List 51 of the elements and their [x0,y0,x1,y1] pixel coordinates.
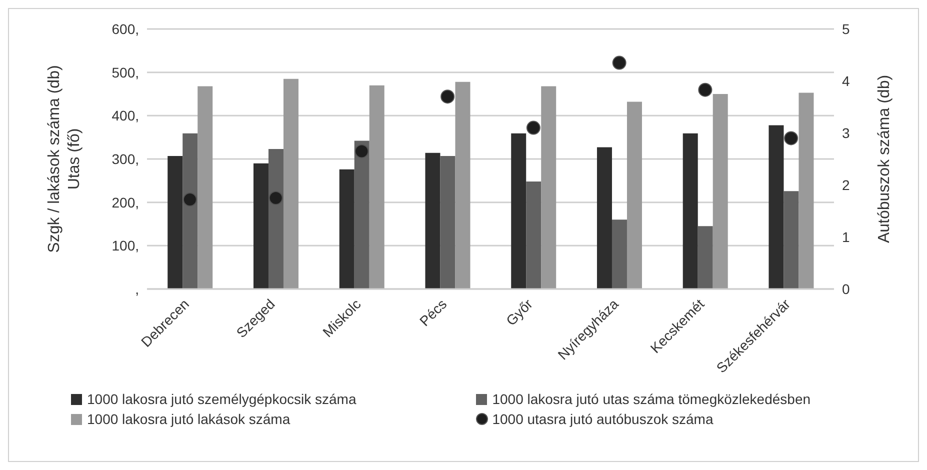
y2-tick-label: 1 [842,228,850,245]
bar [698,226,713,289]
bar [253,163,268,289]
point [612,56,626,70]
y-tick-label: 300, [112,150,139,167]
legend-label: 1000 lakosra jutó utas száma tömegközlekedésben [492,391,811,407]
point [354,144,369,158]
y2-tick-label: 5 [842,20,850,37]
bar [526,182,542,289]
bar [425,152,440,289]
legend-label: 1000 lakosra jutó lakások száma [87,411,290,427]
bar [168,156,183,289]
y2-tick-label: 4 [842,72,850,89]
point [182,192,197,207]
point [440,90,455,104]
bar [455,82,470,289]
bar [612,220,627,289]
bar [198,86,213,289]
bar [268,149,284,289]
bar [511,133,526,289]
bar [182,133,198,289]
point [268,191,283,205]
y-tick-label: , [135,280,139,297]
bar [798,92,814,289]
y2-axis-title: Autóbuszok száma (db) [876,74,893,244]
bar [768,125,784,289]
bar [682,133,698,289]
bar [440,156,456,289]
point [784,131,798,146]
bar [626,102,642,289]
bar [283,78,298,289]
bar [596,147,612,289]
y2-tick-label: 2 [842,176,850,193]
bar [354,140,370,289]
legend-label: 1000 lakosra jutó személygépkocsik száma [87,391,356,407]
point [526,120,540,135]
y-tick-label: 200, [112,194,139,210]
y2-tick-label: 0 [842,280,850,297]
point [698,82,712,97]
y-tick-label: 100, [112,238,139,254]
bar [541,86,556,289]
y-axis-title: Szgk / lakások száma (db) Utas (fő) [46,65,83,253]
bar [339,169,354,289]
legend-label: 1000 utasra jutó autóbuszok száma [492,411,714,427]
bar [712,94,728,289]
y2-tick-label: 3 [842,124,850,141]
y-tick-label: 500, [112,64,139,80]
bar [784,191,799,289]
y-tick-label: 400, [112,108,139,124]
y-tick-label: 600, [112,20,139,37]
bar [369,85,384,289]
